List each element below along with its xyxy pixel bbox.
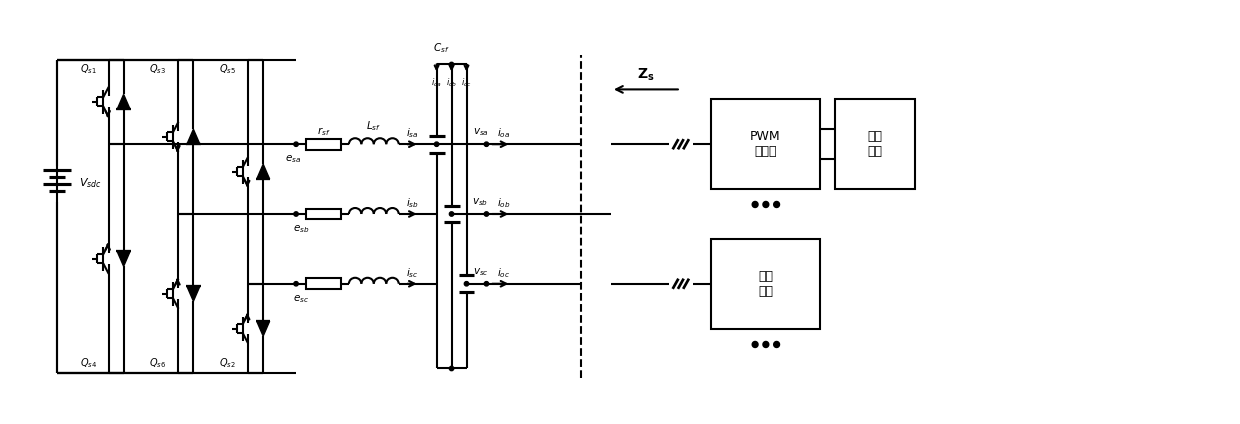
Text: ● ● ●: ● ● ●: [750, 339, 780, 349]
Bar: [836, 99, 915, 189]
Text: 直流
负荷: 直流 负荷: [868, 130, 883, 158]
Text: $v_{sc}$: $v_{sc}$: [472, 266, 489, 278]
Text: $\mathbf{Z_s}$: $\mathbf{Z_s}$: [637, 66, 655, 83]
Text: $C_{sf}$: $C_{sf}$: [433, 42, 450, 56]
Circle shape: [485, 212, 489, 216]
Text: $Q_{s4}$: $Q_{s4}$: [79, 357, 97, 371]
Circle shape: [449, 366, 454, 371]
Circle shape: [449, 212, 454, 216]
Text: $i_{sc}$: $i_{sc}$: [407, 266, 419, 280]
Text: $i_{sb}$: $i_{sb}$: [407, 196, 419, 210]
Text: PWM
整流器: PWM 整流器: [750, 130, 781, 158]
Bar: [306, 139, 341, 150]
Text: $i_{oc}$: $i_{oc}$: [497, 266, 511, 280]
Text: $i_{ca}$: $i_{ca}$: [432, 76, 441, 89]
Text: $L_{sf}$: $L_{sf}$: [366, 120, 382, 133]
Polygon shape: [257, 321, 269, 336]
Text: $V_{sdc}$: $V_{sdc}$: [79, 176, 102, 190]
Text: 交流
负荷: 交流 负荷: [758, 270, 773, 298]
Text: $Q_{s2}$: $Q_{s2}$: [219, 357, 237, 371]
Polygon shape: [187, 286, 200, 301]
Bar: [306, 278, 341, 289]
Text: $v_{sb}$: $v_{sb}$: [472, 196, 489, 208]
Circle shape: [485, 282, 489, 286]
Text: $i_{cb}$: $i_{cb}$: [446, 76, 458, 89]
Circle shape: [294, 142, 299, 146]
Text: $r_{sf}$: $r_{sf}$: [316, 125, 330, 138]
Circle shape: [464, 282, 469, 286]
Polygon shape: [187, 129, 200, 144]
Text: $Q_{s6}$: $Q_{s6}$: [149, 357, 166, 371]
Polygon shape: [117, 95, 130, 109]
Text: $i_{oa}$: $i_{oa}$: [497, 126, 511, 140]
Text: ● ● ●: ● ● ●: [750, 199, 780, 209]
Text: $i_{ob}$: $i_{ob}$: [497, 196, 511, 210]
Text: $Q_{s3}$: $Q_{s3}$: [150, 63, 166, 76]
Circle shape: [294, 282, 299, 286]
Text: $i_{sa}$: $i_{sa}$: [407, 126, 419, 140]
Text: $Q_{s1}$: $Q_{s1}$: [79, 63, 97, 76]
Circle shape: [449, 62, 454, 67]
Polygon shape: [117, 251, 130, 266]
Text: $v_{sa}$: $v_{sa}$: [472, 126, 489, 138]
Bar: [711, 239, 821, 329]
Text: $e_{sb}$: $e_{sb}$: [293, 223, 309, 235]
Polygon shape: [257, 164, 269, 179]
Text: $i_{cc}$: $i_{cc}$: [461, 76, 472, 89]
Circle shape: [485, 142, 489, 146]
Text: $e_{sc}$: $e_{sc}$: [293, 293, 309, 304]
Text: $e_{sa}$: $e_{sa}$: [285, 153, 301, 165]
Text: $Q_{s5}$: $Q_{s5}$: [219, 63, 237, 76]
Bar: [306, 209, 341, 220]
Bar: [711, 99, 821, 189]
Text: 交流母线: 交流母线: [574, 25, 588, 38]
Circle shape: [294, 212, 299, 216]
Circle shape: [434, 142, 439, 146]
